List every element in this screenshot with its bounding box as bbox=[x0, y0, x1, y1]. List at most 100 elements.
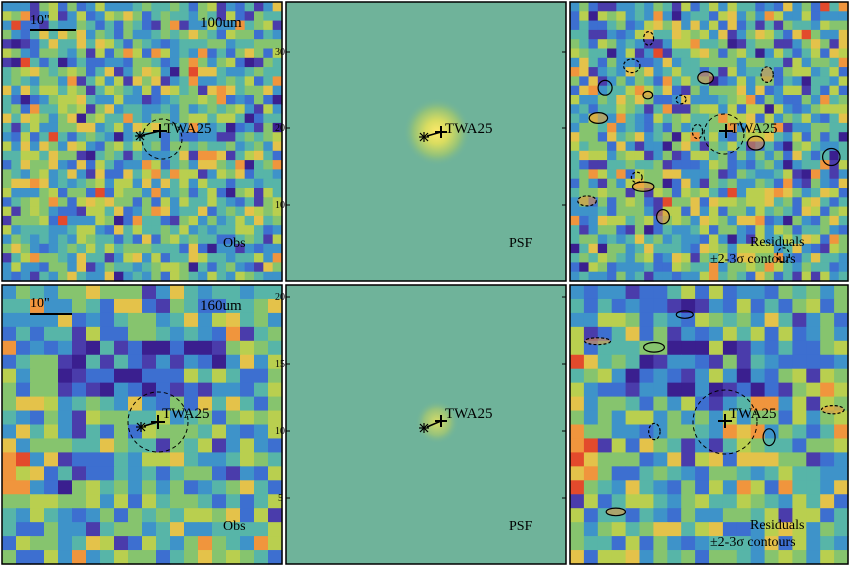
pixel bbox=[820, 262, 831, 273]
pixel bbox=[76, 271, 87, 282]
pixel bbox=[58, 11, 68, 22]
pixel bbox=[86, 29, 96, 40]
pixel bbox=[671, 225, 682, 236]
pixel bbox=[746, 39, 756, 50]
pixel bbox=[198, 150, 208, 161]
pixel bbox=[634, 141, 645, 152]
pixel bbox=[792, 285, 807, 300]
pixel bbox=[829, 76, 840, 87]
pixel bbox=[30, 438, 45, 453]
pixel bbox=[67, 262, 78, 273]
pixel bbox=[783, 253, 793, 263]
pixel bbox=[272, 39, 283, 50]
pixel bbox=[240, 508, 255, 523]
pixel bbox=[268, 452, 283, 467]
pixel bbox=[709, 354, 724, 370]
pixel bbox=[783, 178, 793, 189]
pixel bbox=[114, 57, 124, 68]
pixel bbox=[690, 29, 701, 40]
contour-loop bbox=[762, 428, 776, 447]
pixel bbox=[132, 188, 143, 198]
pixel bbox=[268, 312, 283, 328]
pixel bbox=[244, 234, 255, 245]
pixel bbox=[151, 113, 162, 124]
pixel bbox=[750, 438, 766, 453]
pixel bbox=[625, 262, 636, 273]
pixel bbox=[244, 225, 255, 236]
pixel bbox=[829, 85, 840, 96]
pixel bbox=[48, 271, 59, 282]
pixel bbox=[114, 85, 124, 96]
pixel bbox=[801, 85, 812, 96]
pixel bbox=[123, 141, 134, 152]
pixel bbox=[132, 85, 143, 96]
pixel bbox=[607, 2, 617, 12]
pixel bbox=[709, 132, 719, 143]
pixel bbox=[114, 11, 124, 22]
pixel bbox=[58, 206, 68, 217]
pixel bbox=[212, 368, 227, 384]
contour-loop bbox=[675, 94, 687, 105]
pixel bbox=[829, 169, 840, 180]
pixel bbox=[570, 20, 580, 31]
pixel bbox=[653, 262, 664, 273]
pixel bbox=[690, 11, 701, 22]
pixel bbox=[100, 368, 115, 384]
pixel bbox=[2, 225, 12, 236]
pixel bbox=[240, 368, 255, 384]
pixel bbox=[755, 85, 766, 96]
pixel bbox=[30, 197, 40, 208]
pixel bbox=[653, 396, 668, 412]
pixel bbox=[268, 382, 283, 398]
pixel bbox=[2, 550, 17, 565]
pixel bbox=[254, 494, 269, 509]
pixel bbox=[132, 234, 143, 245]
pixel bbox=[583, 382, 599, 398]
pixel bbox=[58, 243, 68, 254]
pixel bbox=[764, 141, 775, 152]
pixel bbox=[653, 225, 664, 236]
pixel bbox=[709, 262, 719, 273]
pixel bbox=[778, 382, 793, 398]
pixel bbox=[226, 225, 236, 236]
pixel bbox=[829, 39, 840, 50]
pixel bbox=[72, 550, 87, 565]
pixel bbox=[764, 57, 775, 68]
pixel bbox=[179, 20, 190, 31]
pixel bbox=[579, 11, 590, 22]
pixel bbox=[829, 197, 840, 208]
pixel bbox=[216, 271, 227, 282]
pixel bbox=[653, 508, 668, 523]
pixel bbox=[634, 150, 645, 161]
pixel bbox=[170, 243, 180, 254]
pixel bbox=[639, 410, 654, 426]
pixel bbox=[95, 122, 106, 133]
pixel bbox=[667, 550, 682, 565]
pixel bbox=[2, 197, 12, 208]
pixel bbox=[170, 312, 185, 328]
pixel bbox=[653, 39, 664, 50]
pixel bbox=[709, 225, 719, 236]
panel-caption-line2: ±2-3σ contours bbox=[710, 252, 796, 267]
pixel bbox=[690, 243, 701, 254]
pixel bbox=[76, 225, 87, 236]
pixel bbox=[58, 141, 68, 152]
pixel bbox=[570, 188, 580, 198]
pixel bbox=[709, 67, 719, 77]
pixel bbox=[235, 243, 246, 254]
pixel bbox=[625, 11, 636, 22]
pixel bbox=[750, 285, 766, 300]
pixel bbox=[272, 243, 283, 254]
pixel bbox=[123, 29, 134, 40]
pixel bbox=[198, 57, 208, 68]
pixel bbox=[268, 298, 283, 314]
pixel bbox=[198, 271, 208, 282]
pixel bbox=[579, 104, 590, 115]
pixel bbox=[588, 48, 599, 59]
pixel bbox=[184, 424, 199, 440]
pixel bbox=[132, 253, 143, 263]
pixel bbox=[625, 396, 641, 412]
pixel bbox=[750, 522, 766, 537]
pixel bbox=[820, 39, 831, 50]
pixel bbox=[773, 132, 784, 143]
